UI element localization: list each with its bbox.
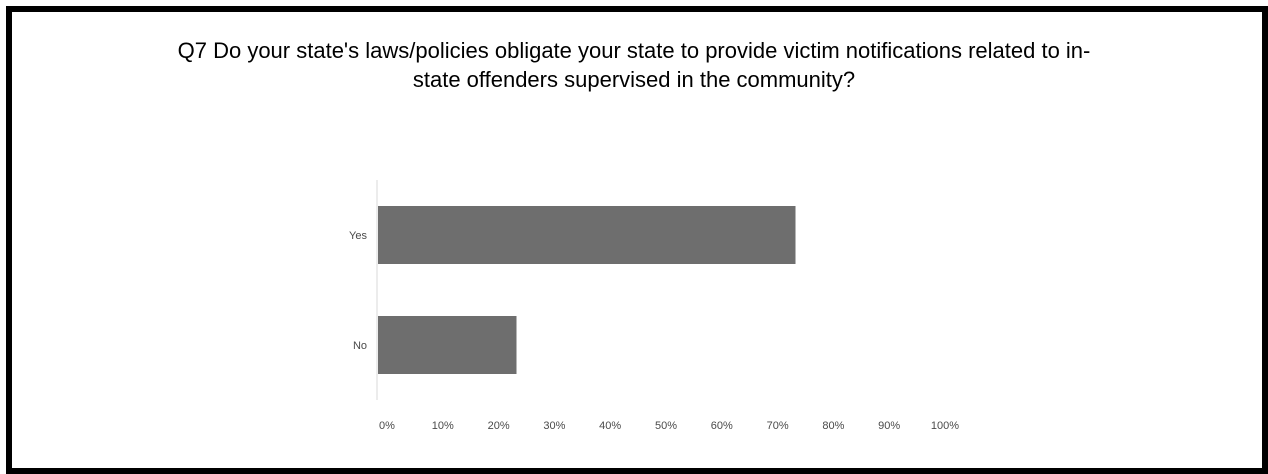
chart-title: Q7 Do your state's laws/policies obligat…: [0, 36, 1268, 94]
x-tick-label: 50%: [655, 420, 677, 432]
chart-title-line-1: Q7 Do your state's laws/policies obligat…: [177, 38, 1091, 63]
category-label-yes: Yes: [349, 230, 367, 242]
x-tick-label: 70%: [767, 420, 789, 432]
bar-no: [378, 316, 517, 374]
x-tick-label: 40%: [599, 420, 621, 432]
x-tick-label: 10%: [432, 420, 454, 432]
x-tick-label: 20%: [488, 420, 510, 432]
x-tick-label: 30%: [543, 420, 565, 432]
x-tick-label: 80%: [822, 420, 844, 432]
x-tick-label: 100%: [931, 420, 959, 432]
chart-title-line-2: state offenders supervised in the commun…: [412, 67, 856, 92]
category-label-no: No: [353, 340, 367, 352]
x-tick-label: 0%: [379, 420, 395, 432]
x-tick-label: 60%: [711, 420, 733, 432]
bar-yes: [378, 206, 796, 264]
x-tick-label: 90%: [878, 420, 900, 432]
